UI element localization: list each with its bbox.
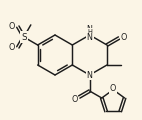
Text: O: O <box>8 43 15 52</box>
Text: S: S <box>21 33 27 42</box>
Text: N: N <box>87 24 93 33</box>
Text: O: O <box>110 84 116 93</box>
Text: N: N <box>87 33 93 42</box>
Text: H: H <box>87 32 92 38</box>
Text: O: O <box>8 22 15 31</box>
Text: N: N <box>87 71 93 79</box>
Text: H: H <box>87 29 92 35</box>
Text: O: O <box>121 33 127 42</box>
Text: O: O <box>71 95 77 103</box>
